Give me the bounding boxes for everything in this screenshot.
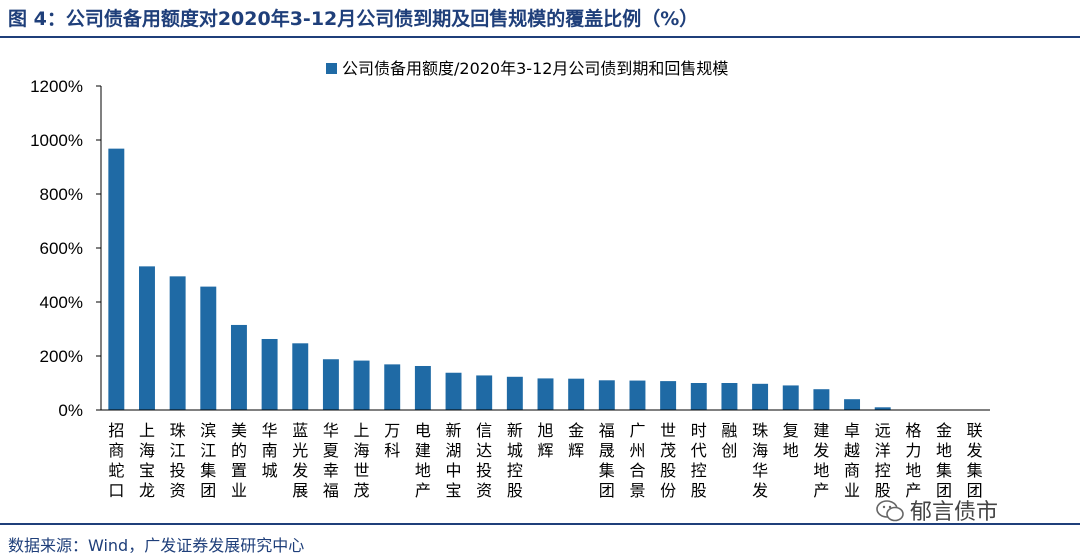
y-tick-label: 400% xyxy=(40,293,83,312)
category-label: 金辉 xyxy=(568,421,584,460)
category-label: 万科 xyxy=(384,421,400,460)
bar xyxy=(139,266,155,410)
category-label: 联发集团 xyxy=(967,421,983,500)
category-label: 滨江集团 xyxy=(200,421,216,500)
y-tick-label: 800% xyxy=(40,185,83,204)
bar xyxy=(384,364,401,410)
bar xyxy=(292,343,309,410)
bar xyxy=(844,399,861,410)
category-label: 远洋控股 xyxy=(875,421,891,500)
bar xyxy=(261,338,278,410)
bar xyxy=(629,380,646,410)
category-label: 融创 xyxy=(721,421,737,460)
bar xyxy=(598,380,615,410)
bar xyxy=(537,378,554,410)
y-tick-label: 600% xyxy=(40,239,83,258)
bar xyxy=(476,375,493,410)
category-label: 时代控股 xyxy=(691,421,707,500)
y-tick-label: 0% xyxy=(58,401,83,420)
title-divider xyxy=(0,36,1080,38)
watermark: 郁言债市 xyxy=(876,494,998,526)
bar-chart: 公司债备用额度/2020年3-12月公司债到期和回售规模 0% 200% 400% 6… xyxy=(30,59,990,500)
y-axis: 0% 200% 400% 600% 800% 1000% 1200% xyxy=(30,77,102,420)
bar xyxy=(874,407,891,410)
bar xyxy=(200,286,217,410)
bar xyxy=(169,276,186,410)
category-label: 建发地产 xyxy=(813,421,829,500)
bars xyxy=(108,148,891,410)
category-labels: 招商蛇口上海宝龙珠江投资滨江集团美的置业华南城蓝光发展华夏幸福上海世茂万科电建地… xyxy=(108,421,982,500)
category-label: 上海世茂 xyxy=(354,421,370,500)
wechat-icon xyxy=(876,500,904,522)
legend-swatch xyxy=(326,63,337,74)
category-label: 珠江投资 xyxy=(170,421,186,500)
category-label: 电建地产 xyxy=(415,421,431,500)
category-label: 信达投资 xyxy=(476,421,492,500)
y-tick-label: 1000% xyxy=(30,131,83,150)
category-label: 世茂股份 xyxy=(660,421,676,500)
category-label: 美的置业 xyxy=(231,421,247,500)
y-tick-label: 200% xyxy=(40,347,83,366)
figure-title: 图 4：公司债备用额度对2020年3-12月公司债到期及回售规模的覆盖比例（%） xyxy=(8,8,699,30)
bar xyxy=(752,383,769,410)
bar xyxy=(506,376,523,410)
bar xyxy=(414,365,431,410)
category-label: 旭辉 xyxy=(537,421,553,460)
footer-divider xyxy=(0,523,1080,525)
category-label: 福晟集团 xyxy=(599,421,615,500)
category-label: 金地集团 xyxy=(936,421,952,500)
category-label: 复地 xyxy=(783,421,799,460)
category-label: 新城控股 xyxy=(507,421,523,500)
source-note: 数据来源：Wind，广发证券发展研究中心 xyxy=(8,536,305,555)
bar xyxy=(813,389,830,410)
category-label: 珠海华发 xyxy=(752,421,768,500)
bar xyxy=(721,383,738,410)
y-tick-label: 1200% xyxy=(30,77,83,96)
category-label: 格力地产 xyxy=(905,421,921,500)
legend-label: 公司债备用额度/2020年3-12月公司债到期和回售规模 xyxy=(342,59,728,78)
bar xyxy=(322,359,339,410)
category-label: 华南城 xyxy=(262,421,278,480)
category-label: 新湖中宝 xyxy=(446,421,462,500)
category-label: 广州合景 xyxy=(629,421,645,500)
watermark-text: 郁言债市 xyxy=(910,500,999,525)
bar xyxy=(353,360,370,410)
category-label: 卓越商业 xyxy=(844,421,860,500)
category-label: 上海宝龙 xyxy=(139,421,155,500)
bar xyxy=(782,385,799,410)
bar xyxy=(108,148,125,410)
legend: 公司债备用额度/2020年3-12月公司债到期和回售规模 xyxy=(326,59,728,78)
bar xyxy=(660,381,677,410)
category-label: 蓝光发展 xyxy=(292,421,308,500)
bar xyxy=(230,324,247,410)
category-label: 招商蛇口 xyxy=(108,421,124,500)
bar xyxy=(445,372,462,410)
bar xyxy=(690,383,707,410)
bar xyxy=(568,378,585,410)
category-label: 华夏幸福 xyxy=(323,421,339,500)
